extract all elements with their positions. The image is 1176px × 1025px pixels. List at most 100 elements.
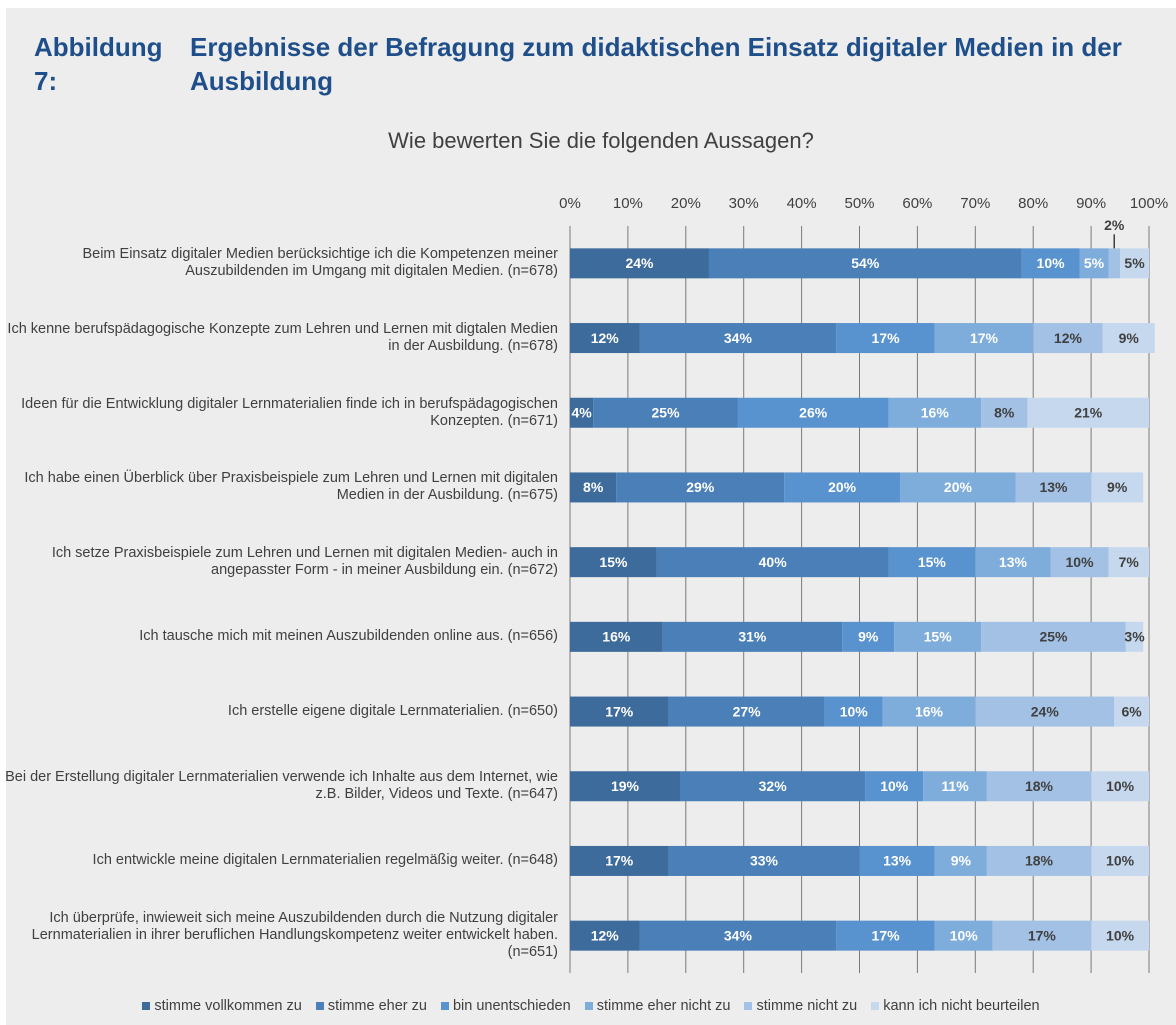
bar-segment [570,920,640,951]
bar-segment [668,845,860,876]
value-label: 33% [750,853,779,869]
bar-segment [888,397,982,428]
bar-segment [842,621,895,652]
legend-label: kann ich nicht beurteilen [883,998,1040,1014]
x-tick-label: 70% [960,195,990,212]
value-label: 7% [1119,554,1140,570]
value-label: 10% [950,927,979,943]
category-label: Ich habe einen Überblick über Praxisbeis… [24,470,558,504]
bar-segment [975,696,1115,727]
bar-segment [680,771,866,802]
legend-label: stimme eher zu [327,998,427,1014]
value-label: 17% [1028,927,1057,943]
bar-segment [668,696,825,727]
value-label: 10% [1106,927,1135,943]
bar-segment [1108,248,1121,279]
bar-segment [639,323,837,354]
category-label: Ich kenne berufspädagogische Konzepte zu… [7,321,558,355]
legend-item: stimme nicht zu [744,998,857,1014]
value-label: 10% [1106,853,1135,869]
bar-segment [1033,323,1103,354]
category-label: Ich entwickle meine digitalen Lernmateri… [92,852,558,869]
category-label: Ich überprüfe, inwieweit sich meine Ausz… [31,910,558,961]
value-label: 17% [605,853,634,869]
x-tick-label: 30% [729,195,759,212]
value-label: 6% [1122,703,1143,719]
value-label: 9% [1107,479,1128,495]
bar-segment [1091,771,1149,802]
value-label: 15% [924,629,953,645]
value-label: 25% [652,404,681,420]
value-label: 20% [828,479,857,495]
value-label: 8% [583,479,604,495]
value-label: 24% [1031,703,1060,719]
value-label: 4% [571,404,592,420]
bar-segment [894,621,982,652]
legend-item: kann ich nicht beurteilen [871,998,1040,1014]
legend-swatch [315,1002,324,1010]
value-label: 24% [625,255,654,271]
value-label: 10% [1106,778,1135,794]
figure: Abbildung 7: Ergebnisse der Befragung zu… [6,8,1176,1025]
value-label: 16% [915,703,944,719]
value-label: 12% [1054,330,1083,346]
value-label: 27% [733,703,762,719]
bar-segment [986,845,1092,876]
legend-item: stimme vollkommen zu [142,998,302,1014]
bar-segment [662,621,843,652]
x-tick-label: 40% [787,195,817,212]
value-label: 29% [686,479,715,495]
bar-segment [836,323,935,354]
x-tick-label: 60% [902,195,932,212]
bar-segment [981,397,1028,428]
value-label: 10% [840,703,869,719]
bar-segment [992,920,1092,951]
category-label: Ich setze Praxisbeispiele zum Lehren und… [51,545,558,579]
bar-segment [1091,845,1149,876]
legend-item: stimme eher nicht zu [584,998,730,1014]
bar-segment [570,696,669,727]
value-label: 20% [944,479,973,495]
figure-header: Abbildung 7: Ergebnisse der Befragung zu… [34,30,1134,98]
value-label: 26% [799,404,828,420]
value-label: 13% [883,853,912,869]
bar-segment [593,397,738,428]
legend-swatch [871,1002,880,1010]
bar-segment [934,920,993,951]
bar-segment [737,397,889,428]
value-label: 17% [605,703,634,719]
chart-title: Wie bewerten Sie die folgenden Aussagen? [388,128,814,153]
category-label: Ideen für die Entwicklung digitaler Lern… [21,395,558,429]
value-label: 34% [724,927,753,943]
x-tick-label: 20% [671,195,701,212]
bar-segment [1027,397,1149,428]
bar-segment [1114,696,1149,727]
category-label: Beim Einsatz digitaler Medien berücksich… [82,246,558,280]
value-label: 17% [970,330,999,346]
bar-segment [570,248,709,279]
bar-segment [784,472,901,503]
value-label: 16% [602,629,631,645]
value-label: 19% [611,778,640,794]
value-label: 5% [1124,255,1145,271]
bar-segment [570,472,617,503]
bar-segment [1125,621,1144,652]
bar-segment [570,621,663,652]
category-label: Ich erstelle eigene digitale Lernmateria… [227,703,558,720]
bar-segment [570,397,594,428]
value-label: 10% [1066,554,1095,570]
x-tick-label: 80% [1018,195,1048,212]
bar-segment [859,845,935,876]
bar-segment [1021,248,1080,279]
legend-label: bin unentschieden [452,998,571,1014]
bar-segment [1120,248,1149,279]
bar-segment [1015,472,1092,503]
legend-label: stimme nicht zu [756,998,858,1014]
bar-segment [1091,920,1149,951]
bar-segment [986,771,1092,802]
value-label: 10% [880,778,909,794]
value-label: 18% [1025,853,1054,869]
value-label: 13% [1039,479,1068,495]
x-tick-label: 100% [1130,195,1168,212]
